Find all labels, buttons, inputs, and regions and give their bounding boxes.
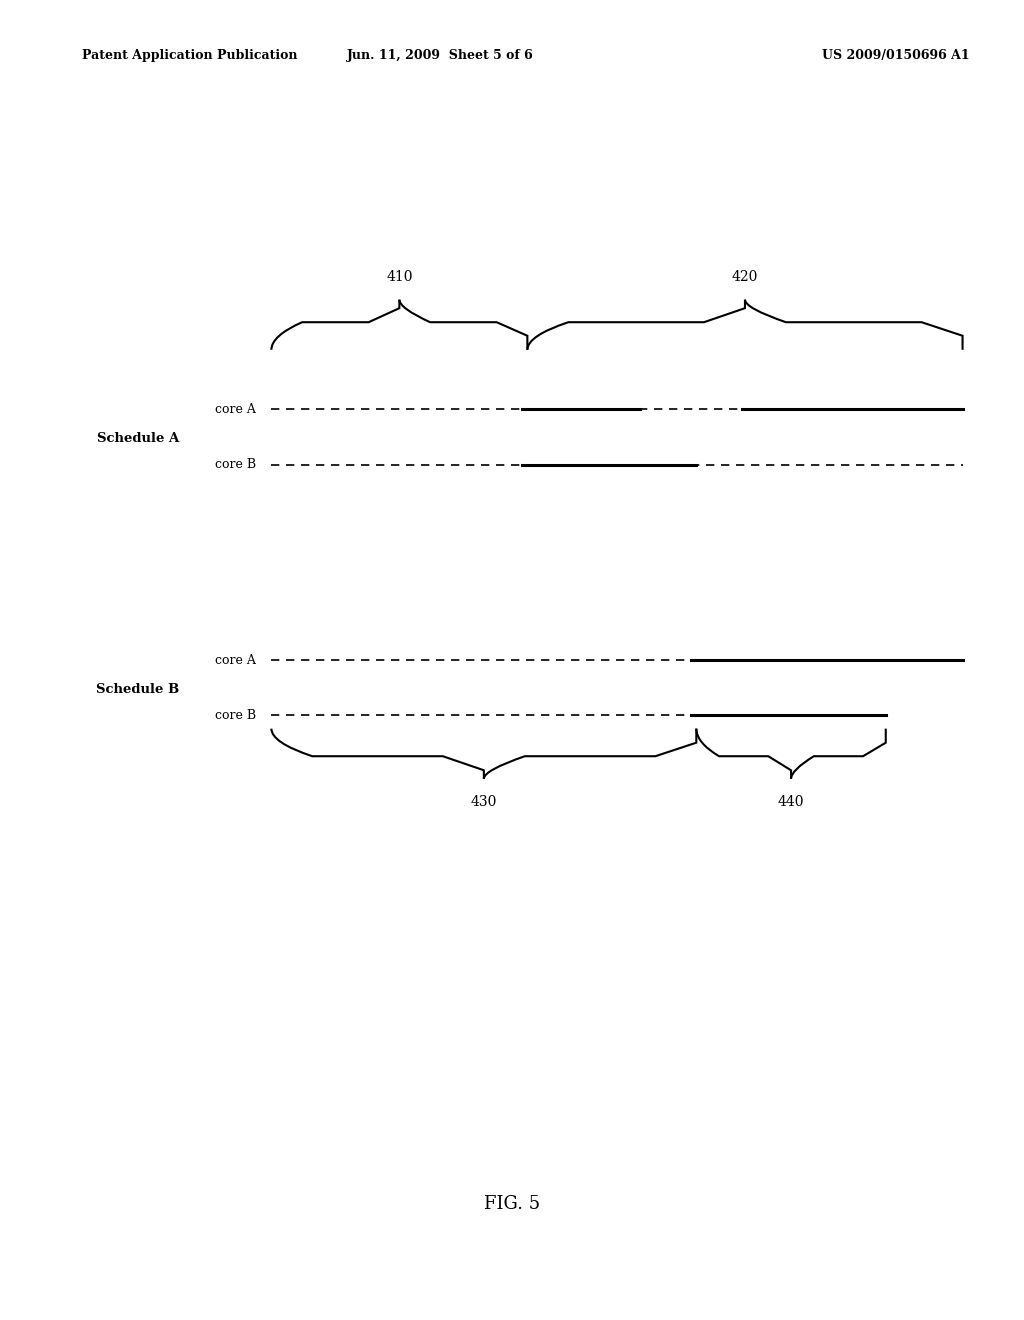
Text: core B: core B [215,458,256,471]
Text: Jun. 11, 2009  Sheet 5 of 6: Jun. 11, 2009 Sheet 5 of 6 [347,49,534,62]
Text: 440: 440 [778,795,804,809]
Text: Schedule A: Schedule A [97,432,179,445]
Text: FIG. 5: FIG. 5 [484,1195,540,1213]
Text: 430: 430 [471,795,497,809]
Text: 410: 410 [386,269,413,284]
Text: core A: core A [215,653,256,667]
Text: core A: core A [215,403,256,416]
Text: 420: 420 [732,269,758,284]
Text: core B: core B [215,709,256,722]
Text: Patent Application Publication: Patent Application Publication [82,49,297,62]
Text: US 2009/0150696 A1: US 2009/0150696 A1 [822,49,970,62]
Text: Schedule B: Schedule B [96,682,179,696]
